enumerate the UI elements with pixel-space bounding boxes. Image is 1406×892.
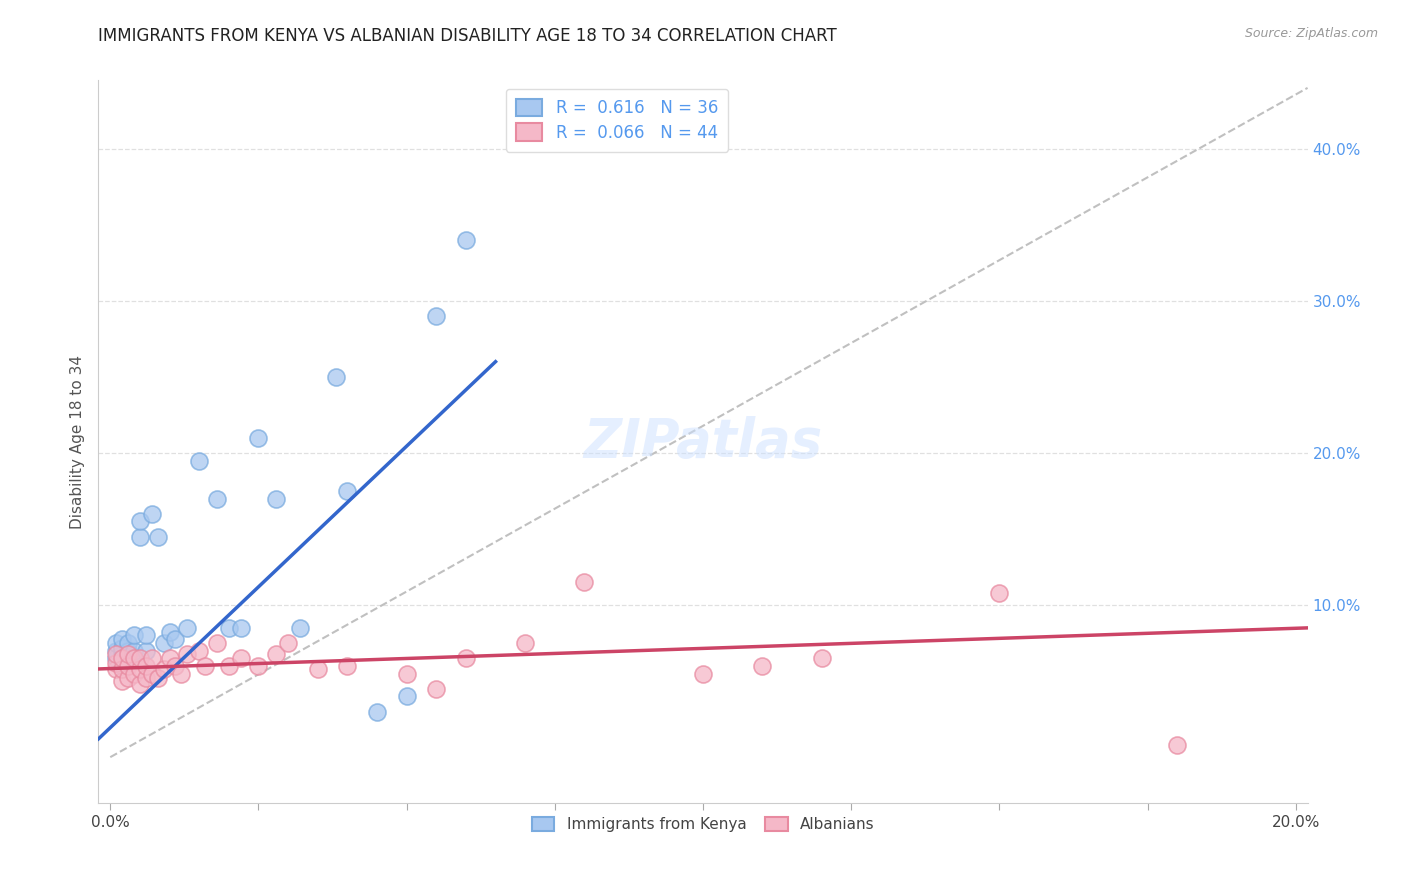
Point (111, 651, 134, 665)
Point (111, 662, 134, 676)
Point (1166, 738, 1188, 752)
Point (574, 575, 596, 590)
Point (336, 659, 359, 673)
Point (129, 651, 152, 665)
Point (288, 621, 311, 635)
Point (105, 647, 128, 661)
Point (111, 640, 134, 655)
Point (810, 651, 832, 665)
Point (307, 662, 329, 676)
Point (111, 659, 134, 673)
Point (122, 628, 145, 642)
Point (117, 647, 139, 661)
Point (395, 666, 418, 681)
Point (159, 625, 181, 640)
Point (165, 632, 187, 646)
Text: ZIPatlas: ZIPatlas (583, 416, 823, 467)
Point (425, 681, 447, 696)
Point (229, 621, 252, 635)
Point (111, 647, 134, 661)
Point (425, 309, 447, 323)
Point (105, 651, 128, 665)
Point (122, 666, 145, 681)
Point (395, 690, 418, 704)
Point (692, 666, 714, 681)
Point (135, 659, 157, 673)
Point (165, 659, 187, 673)
Point (105, 662, 128, 676)
Point (264, 491, 287, 506)
Point (152, 636, 174, 650)
Y-axis label: Disability Age 18 to 34: Disability Age 18 to 34 (69, 354, 84, 529)
Legend: Immigrants from Kenya, Albanians: Immigrants from Kenya, Albanians (526, 811, 880, 838)
Point (325, 370, 347, 384)
Point (515, 636, 537, 650)
Point (170, 666, 193, 681)
Point (152, 662, 174, 676)
Point (205, 636, 228, 650)
Point (229, 651, 252, 665)
Point (247, 431, 270, 445)
Point (117, 659, 139, 673)
Point (176, 621, 198, 635)
Point (117, 656, 139, 670)
Point (188, 453, 211, 467)
Point (264, 647, 287, 661)
Point (117, 643, 139, 657)
Point (218, 659, 240, 673)
Point (454, 233, 477, 247)
Point (141, 507, 163, 521)
Point (751, 659, 773, 673)
Point (366, 705, 388, 719)
Point (117, 636, 139, 650)
Point (194, 659, 217, 673)
Point (188, 643, 211, 657)
Point (159, 651, 181, 665)
Point (105, 636, 128, 650)
Point (988, 586, 1011, 600)
Point (111, 632, 134, 646)
Point (336, 483, 359, 498)
Point (117, 671, 139, 685)
Point (454, 651, 477, 665)
Point (135, 671, 157, 685)
Point (277, 636, 299, 650)
Point (146, 530, 169, 544)
Point (135, 643, 157, 657)
Point (105, 656, 128, 670)
Point (247, 659, 270, 673)
Point (135, 628, 157, 642)
Point (105, 643, 128, 657)
Text: IMMIGRANTS FROM KENYA VS ALBANIAN DISABILITY AGE 18 TO 34 CORRELATION CHART: IMMIGRANTS FROM KENYA VS ALBANIAN DISABI… (98, 27, 837, 45)
Point (218, 621, 240, 635)
Text: Source: ZipAtlas.com: Source: ZipAtlas.com (1244, 27, 1378, 40)
Point (176, 647, 198, 661)
Point (122, 651, 145, 665)
Point (129, 515, 152, 529)
Point (111, 674, 134, 689)
Point (129, 677, 152, 691)
Point (141, 666, 163, 681)
Point (122, 643, 145, 657)
Point (146, 671, 169, 685)
Point (205, 491, 228, 506)
Point (129, 662, 152, 676)
Point (122, 651, 145, 665)
Point (129, 530, 152, 544)
Point (141, 651, 163, 665)
